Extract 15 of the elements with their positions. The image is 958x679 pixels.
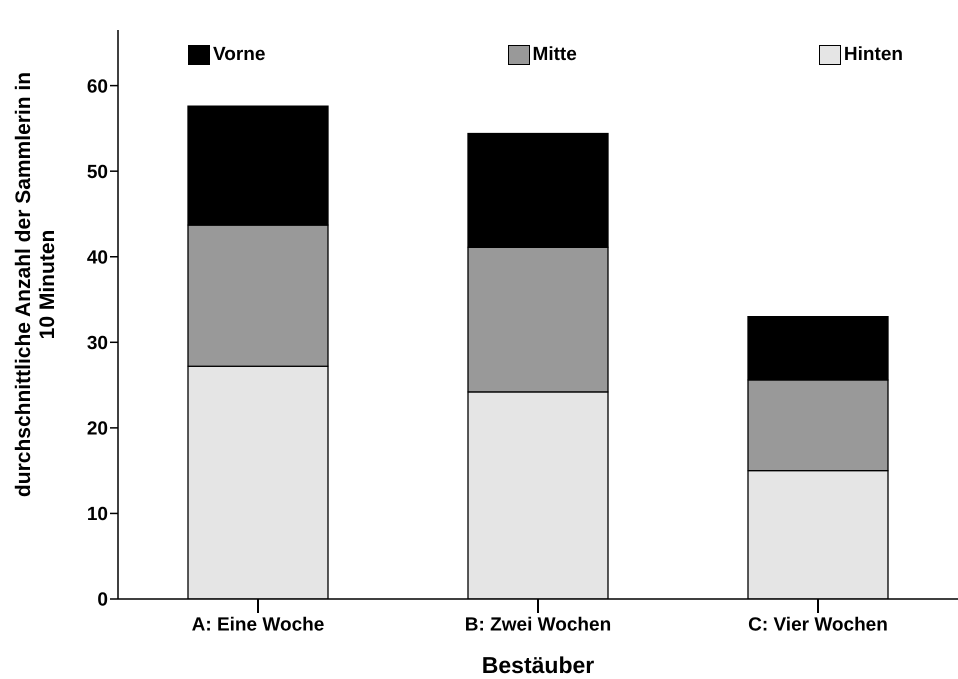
y-tick-label: 50 [86,162,108,183]
y-axis-title: durchschnittliche Anzahl der Sammlerin in 10 Minuten [12,72,59,498]
legend-label: Mitte [532,44,577,66]
y-tick-label: 0 [97,590,108,611]
x-tick-label: A: Eine Woche [192,614,324,636]
y-tick-label: 20 [86,418,108,440]
y-tick-label: 40 [86,247,108,268]
y-tick-label: 30 [86,333,108,354]
legend-label: Vorne [213,44,266,66]
x-tick-label: C: Vier Wochen [748,614,888,636]
y-tick-label: 10 [86,504,108,526]
x-tick-label: B: Zwei Wochen [464,614,612,636]
x-axis-title: Bestäuber [482,652,594,678]
y-tick-label: 60 [86,76,108,98]
legend-label: Hinten [844,44,903,66]
